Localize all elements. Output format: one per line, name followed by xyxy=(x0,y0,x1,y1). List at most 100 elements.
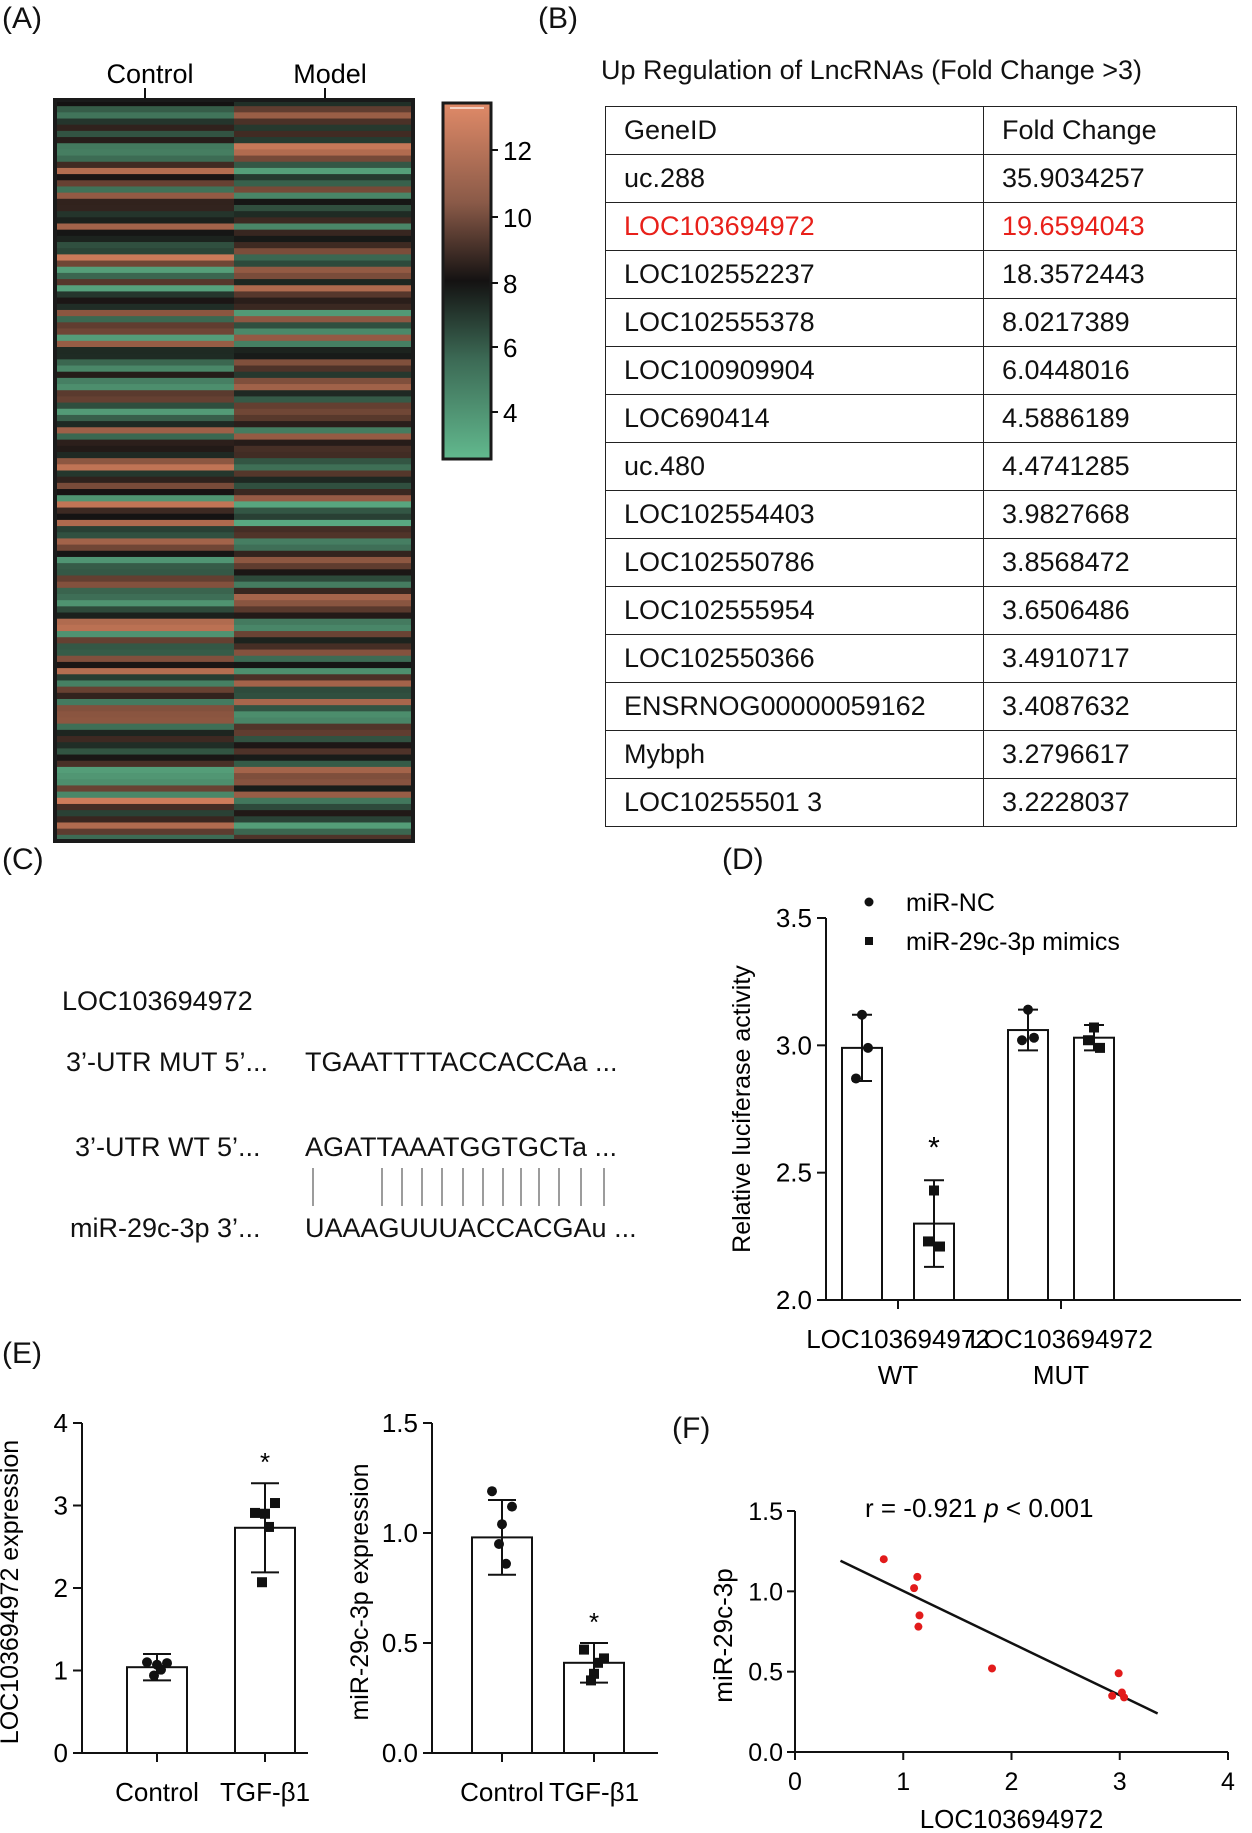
heatmap-cell xyxy=(55,130,234,138)
gene-id-cell: LOC103694972 xyxy=(605,202,984,251)
heatmap-cell xyxy=(234,618,413,626)
fold-change-cell: 3.2228037 xyxy=(983,778,1237,827)
gene-id-cell: LOC102550366 xyxy=(605,634,984,683)
heatmap-cell xyxy=(55,180,234,188)
heatmap-cell xyxy=(55,340,234,348)
heatmap-cell xyxy=(234,260,413,268)
heatmap-cell xyxy=(55,390,234,397)
scatter-point xyxy=(915,1611,924,1620)
heatmap-cell xyxy=(55,198,234,206)
heatmap-cell xyxy=(234,680,413,688)
heatmap-cells xyxy=(55,100,413,842)
y-tick-label: 3.0 xyxy=(776,1030,812,1060)
luciferase-chart: 2.0 2.5 3.0 3.5 Relative luciferase activity… xyxy=(728,889,1241,1390)
x-tick-label: Control xyxy=(115,1777,199,1807)
heatmap-cell xyxy=(234,254,413,262)
table-row: LOC103694972 19.6594043 xyxy=(605,202,1237,251)
heatmap-cell xyxy=(55,736,234,743)
scatter-point xyxy=(910,1584,919,1593)
heatmap-cell xyxy=(55,779,234,787)
heatmap-cell xyxy=(55,803,234,811)
fold-change-cell: 8.0217389 xyxy=(983,298,1237,347)
heatmap-cell xyxy=(234,445,413,453)
data-point xyxy=(857,1009,867,1020)
legend-label: miR-29c-3p mimics xyxy=(906,928,1120,956)
heatmap-cell xyxy=(55,167,234,175)
x-group-label: MUT xyxy=(1033,1360,1089,1390)
heatmap-cell xyxy=(234,538,413,546)
heatmap-cell xyxy=(234,624,413,632)
heatmap-cell xyxy=(234,736,413,743)
heatmap-cell xyxy=(55,489,234,496)
heatmap-cell xyxy=(55,563,234,570)
heatmap-cell xyxy=(234,291,413,299)
x-tick-label: Control xyxy=(460,1777,544,1807)
colorbar-tick-label: 4 xyxy=(503,398,517,428)
heatmap-cell xyxy=(234,143,413,150)
y-tick-label: 1.0 xyxy=(382,1518,418,1548)
y-tick-label: 0.5 xyxy=(382,1628,418,1658)
heatmap-cell xyxy=(55,550,234,558)
legend-marker xyxy=(865,937,873,945)
y-axis-label: LOC103694972 expression xyxy=(0,1440,24,1744)
heatmap-cell xyxy=(55,649,234,657)
heatmap-cell xyxy=(55,538,234,546)
heatmap-cell xyxy=(234,186,413,194)
heatmap-cell xyxy=(55,705,234,712)
mir-expression-chart: 0.0 0.5 1.0 1.5 miR-29c-3p expression Control… xyxy=(346,1408,658,1807)
heatmap-cell xyxy=(55,217,234,225)
heatmap-cell xyxy=(55,600,234,607)
heatmap-cell xyxy=(234,433,413,441)
heatmap-cell xyxy=(234,575,413,583)
heatmap-cell xyxy=(234,427,413,435)
x-tick-label: TGF-β1 xyxy=(549,1777,639,1807)
gene-id-cell: uc.480 xyxy=(605,442,984,491)
heatmap-cell xyxy=(234,791,413,799)
table-title: Up Regulation of LncRNAs (Fold Change >3… xyxy=(601,55,1143,85)
table-row: LOC102552237 18.3572443 xyxy=(605,250,1237,299)
heatmap-cell xyxy=(55,433,234,441)
heatmap-cell xyxy=(55,211,234,218)
heatmap-cell xyxy=(55,316,234,323)
heatmap-cell xyxy=(234,118,413,126)
heatmap-cell xyxy=(55,754,234,762)
heatmap-cell xyxy=(234,451,413,459)
colorbar-tick-label: 6 xyxy=(503,333,517,363)
fold-change-cell: 6.0448016 xyxy=(983,346,1237,395)
significance-star: * xyxy=(589,1607,599,1637)
heatmap-cell xyxy=(234,167,413,175)
heatmap-cell xyxy=(234,204,413,212)
wt-sequence: AGATTAAATGGTGCTa ... xyxy=(305,1132,618,1162)
heatmap-cell xyxy=(55,606,234,614)
heatmap-cell xyxy=(55,266,234,274)
heatmap-cell xyxy=(55,297,234,305)
heatmap-cell xyxy=(234,655,413,663)
y-tick-label: 2 xyxy=(54,1573,68,1603)
heatmap-cell xyxy=(234,569,413,577)
fold-change-cell: 3.8568472 xyxy=(983,538,1237,587)
heatmap-cell xyxy=(234,742,413,749)
heatmap-cell xyxy=(55,285,234,293)
data-point xyxy=(250,1507,260,1518)
heatmap-cell xyxy=(55,427,234,435)
heatmap-cell xyxy=(55,723,234,731)
heatmap-cell xyxy=(55,760,234,768)
heatmap-cell xyxy=(234,519,413,527)
heatmap-cell xyxy=(55,204,234,212)
table-row: LOC100909904 6.0448016 xyxy=(605,346,1237,395)
data-point xyxy=(863,1042,873,1053)
heatmap-cell xyxy=(234,371,413,379)
heatmap-cell xyxy=(55,816,234,824)
heatmap-cell xyxy=(234,668,413,675)
heatmap-cell xyxy=(55,229,234,237)
heatmap-cell xyxy=(55,106,234,113)
heatmap-cell xyxy=(234,785,413,793)
scatter-point xyxy=(1108,1691,1117,1700)
gene-id-cell: uc.288 xyxy=(605,154,984,203)
data-point xyxy=(923,1236,933,1247)
heatmap-cell xyxy=(234,464,413,472)
gene-id-cell: ENSRNOG00000059162 xyxy=(605,682,984,731)
heatmap-cell xyxy=(234,501,413,509)
scatter-point xyxy=(879,1555,888,1564)
data-point xyxy=(257,1577,267,1588)
